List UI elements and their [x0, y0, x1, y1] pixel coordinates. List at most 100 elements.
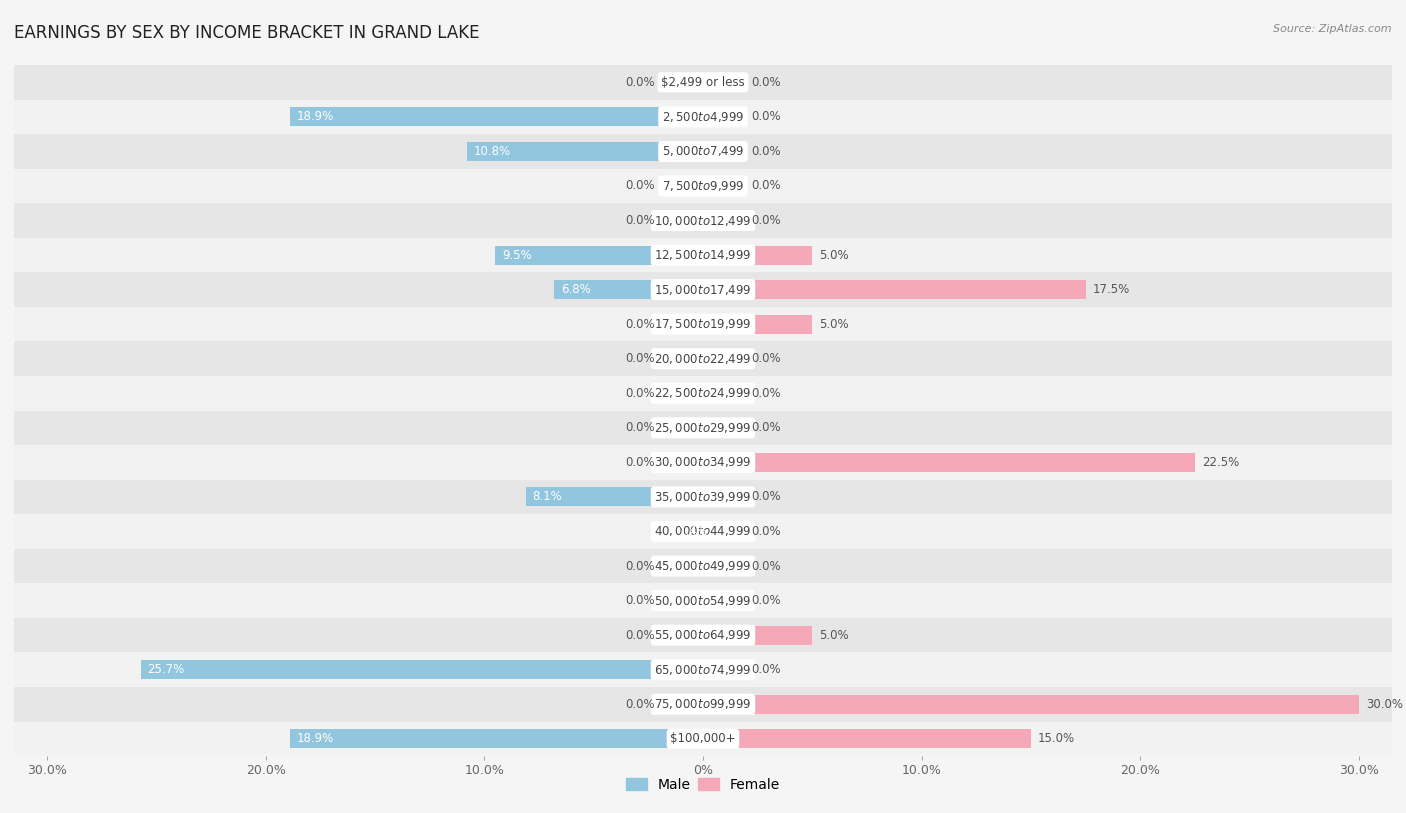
Bar: [3, 687, 1403, 722]
Bar: [3, 411, 1403, 446]
Bar: [659, 453, 703, 472]
Text: $15,000 to $17,499: $15,000 to $17,499: [654, 283, 752, 297]
Text: 5.0%: 5.0%: [818, 318, 849, 331]
Bar: [703, 73, 747, 92]
Bar: [703, 246, 813, 264]
Text: 1.4%: 1.4%: [679, 525, 709, 538]
Bar: [703, 280, 747, 299]
Bar: [703, 557, 747, 576]
Text: 0.0%: 0.0%: [626, 214, 655, 227]
Bar: [703, 176, 747, 195]
Bar: [703, 626, 813, 645]
Text: $100,000+: $100,000+: [671, 733, 735, 746]
Bar: [703, 453, 1195, 472]
Bar: [3, 307, 1403, 341]
Text: 0.0%: 0.0%: [751, 525, 780, 538]
Bar: [703, 660, 747, 679]
Bar: [703, 695, 747, 714]
Bar: [3, 341, 1403, 376]
Text: 0.0%: 0.0%: [751, 490, 780, 503]
Bar: [703, 384, 747, 402]
Text: 5.0%: 5.0%: [818, 628, 849, 641]
Bar: [3, 272, 1403, 307]
Bar: [3, 237, 1403, 272]
Bar: [703, 591, 747, 610]
Text: $20,000 to $22,499: $20,000 to $22,499: [654, 352, 752, 366]
Text: 0.0%: 0.0%: [626, 594, 655, 607]
Bar: [3, 376, 1403, 411]
Bar: [703, 142, 747, 161]
Text: 17.5%: 17.5%: [1092, 283, 1129, 296]
Bar: [659, 729, 703, 748]
Text: $45,000 to $49,999: $45,000 to $49,999: [654, 559, 752, 573]
Text: 6.8%: 6.8%: [561, 283, 591, 296]
Text: 0.0%: 0.0%: [626, 180, 655, 193]
Text: $12,500 to $14,999: $12,500 to $14,999: [654, 248, 752, 262]
Bar: [659, 522, 703, 541]
Text: 0.0%: 0.0%: [626, 628, 655, 641]
Bar: [703, 246, 747, 264]
Text: 0.0%: 0.0%: [626, 456, 655, 469]
Bar: [659, 280, 703, 299]
Text: $25,000 to $29,999: $25,000 to $29,999: [654, 421, 752, 435]
Bar: [3, 722, 1403, 756]
Text: 5.0%: 5.0%: [818, 249, 849, 262]
Text: $22,500 to $24,999: $22,500 to $24,999: [654, 386, 752, 400]
Text: 0.0%: 0.0%: [751, 387, 780, 400]
Bar: [703, 488, 747, 506]
Text: 0.0%: 0.0%: [751, 76, 780, 89]
Text: 0.0%: 0.0%: [751, 352, 780, 365]
Text: $35,000 to $39,999: $35,000 to $39,999: [654, 490, 752, 504]
Text: $10,000 to $12,499: $10,000 to $12,499: [654, 214, 752, 228]
Text: 0.0%: 0.0%: [751, 594, 780, 607]
Text: 0.0%: 0.0%: [626, 76, 655, 89]
Text: EARNINGS BY SEX BY INCOME BRACKET IN GRAND LAKE: EARNINGS BY SEX BY INCOME BRACKET IN GRA…: [14, 24, 479, 42]
Bar: [703, 626, 747, 645]
Text: $7,500 to $9,999: $7,500 to $9,999: [662, 179, 744, 193]
Bar: [703, 350, 747, 368]
Text: $2,499 or less: $2,499 or less: [661, 76, 745, 89]
Text: $30,000 to $34,999: $30,000 to $34,999: [654, 455, 752, 469]
Text: $65,000 to $74,999: $65,000 to $74,999: [654, 663, 752, 676]
Bar: [3, 480, 1403, 515]
Bar: [141, 660, 703, 679]
Bar: [290, 107, 703, 126]
Bar: [3, 549, 1403, 584]
Bar: [3, 618, 1403, 652]
Text: $5,000 to $7,499: $5,000 to $7,499: [662, 145, 744, 159]
Bar: [703, 522, 747, 541]
Bar: [659, 73, 703, 92]
Text: 0.0%: 0.0%: [626, 421, 655, 434]
Bar: [495, 246, 703, 264]
Text: 8.1%: 8.1%: [533, 490, 562, 503]
Bar: [3, 584, 1403, 618]
Bar: [659, 591, 703, 610]
Bar: [3, 203, 1403, 237]
Bar: [3, 65, 1403, 99]
Text: $17,500 to $19,999: $17,500 to $19,999: [654, 317, 752, 331]
Text: 0.0%: 0.0%: [626, 352, 655, 365]
Bar: [659, 142, 703, 161]
Text: $50,000 to $54,999: $50,000 to $54,999: [654, 593, 752, 607]
Bar: [659, 626, 703, 645]
Bar: [526, 488, 703, 506]
Bar: [659, 419, 703, 437]
Bar: [659, 695, 703, 714]
Bar: [672, 522, 703, 541]
Text: 10.8%: 10.8%: [474, 145, 510, 158]
Bar: [659, 246, 703, 264]
Bar: [659, 176, 703, 195]
Bar: [703, 453, 747, 472]
Text: 0.0%: 0.0%: [626, 698, 655, 711]
Text: 0.0%: 0.0%: [751, 180, 780, 193]
Bar: [3, 169, 1403, 203]
Bar: [3, 99, 1403, 134]
Bar: [703, 315, 747, 333]
Bar: [3, 446, 1403, 480]
Text: 25.7%: 25.7%: [148, 663, 184, 676]
Bar: [703, 280, 1085, 299]
Text: $75,000 to $99,999: $75,000 to $99,999: [654, 698, 752, 711]
Legend: Male, Female: Male, Female: [620, 772, 786, 798]
Bar: [703, 729, 747, 748]
Text: 9.5%: 9.5%: [502, 249, 531, 262]
